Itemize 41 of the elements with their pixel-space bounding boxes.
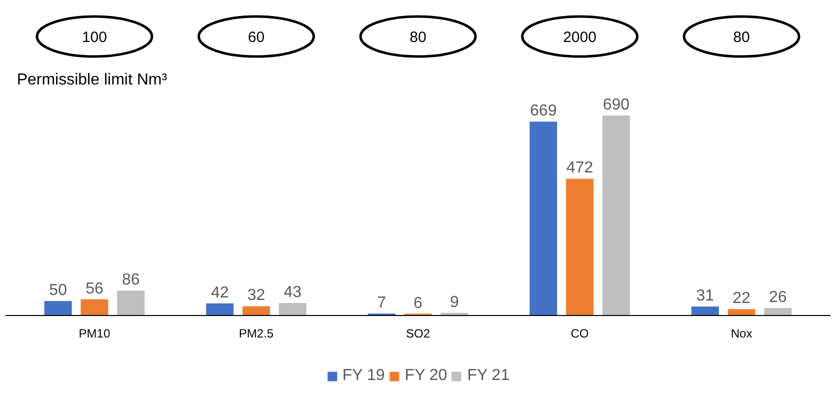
bar xyxy=(206,303,234,316)
x-tick-label: SO2 xyxy=(406,326,430,340)
data-label: 7 xyxy=(377,294,386,312)
bar xyxy=(602,116,630,316)
bar xyxy=(117,290,145,316)
data-label: 32 xyxy=(247,287,266,304)
x-tick-label: Nox xyxy=(730,326,752,340)
data-label: 86 xyxy=(122,272,140,289)
x-tick-label: CO xyxy=(570,326,589,340)
legend-label: FY 21 xyxy=(467,367,510,385)
data-label: 472 xyxy=(566,160,594,177)
data-label: 31 xyxy=(696,288,714,305)
bar xyxy=(278,303,306,316)
data-label: 50 xyxy=(49,282,68,300)
bar xyxy=(764,308,792,316)
data-label: 690 xyxy=(602,96,630,114)
data-label: 22 xyxy=(732,290,751,308)
bar xyxy=(80,299,108,316)
data-label: 9 xyxy=(450,294,459,311)
text: 80 xyxy=(410,29,426,46)
text: 2000 xyxy=(563,29,596,46)
data-label: 42 xyxy=(210,284,229,302)
bar xyxy=(566,178,594,316)
data-label: 43 xyxy=(284,284,302,302)
x-tick-label: PM2.5 xyxy=(238,326,274,340)
data-label: 669 xyxy=(530,102,557,120)
bar xyxy=(44,301,72,316)
bar xyxy=(242,306,270,316)
x-tick-label: PM10 xyxy=(78,326,110,340)
text: 80 xyxy=(733,29,750,46)
bar xyxy=(728,309,756,316)
data-label: 6 xyxy=(414,294,423,312)
text: Permissible limit Nm³ xyxy=(16,71,168,88)
bar xyxy=(530,122,558,316)
data-label: 56 xyxy=(86,280,104,298)
legend-label: FY 20 xyxy=(404,367,448,385)
data-label: 26 xyxy=(769,288,787,306)
bar xyxy=(691,306,719,316)
text: 60 xyxy=(248,29,265,46)
legend-label: FY 19 xyxy=(342,367,385,385)
text: 100 xyxy=(82,29,107,46)
